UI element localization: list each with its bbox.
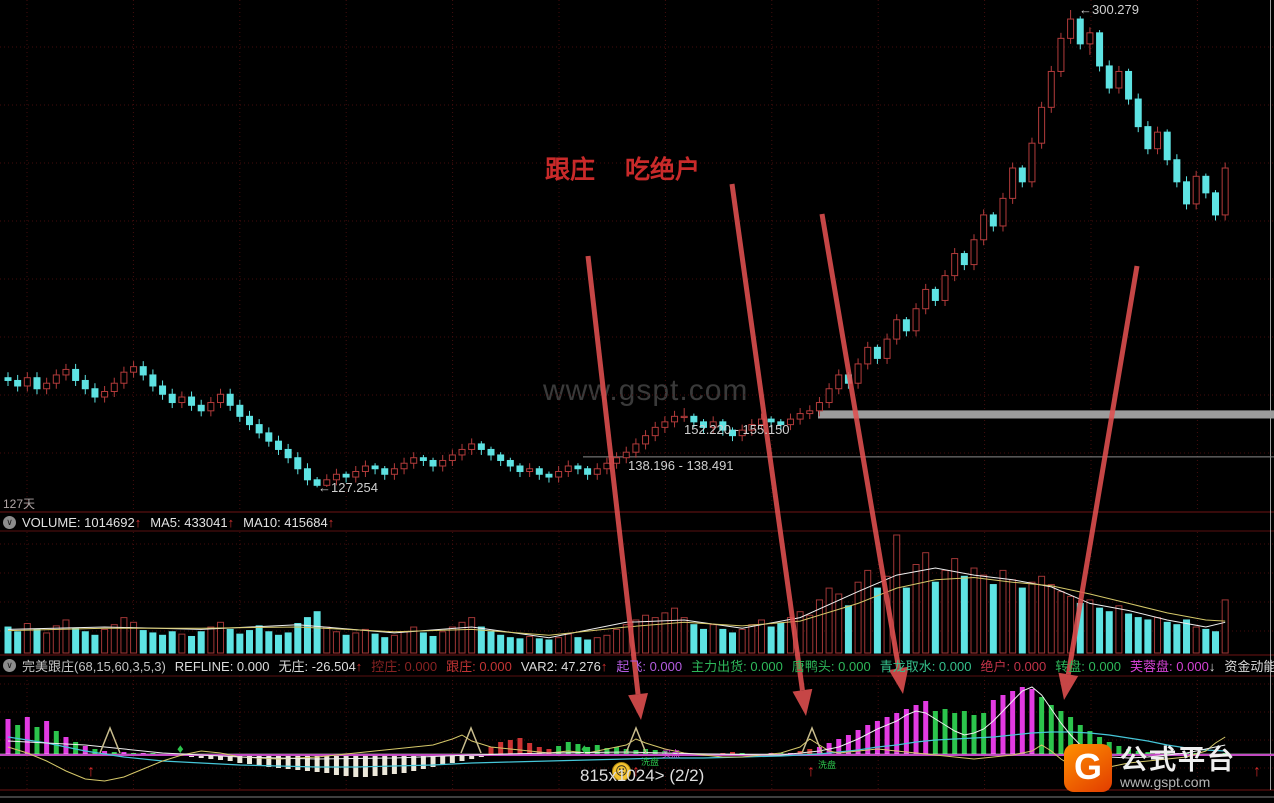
up-arrow-icon: ↑ [327, 514, 335, 530]
statusbar-resolution-text: 815x1024> (2/2) [580, 766, 705, 785]
candlestick-layer [4, 9, 1229, 488]
buy-arrow-icon: ↑ [1253, 763, 1261, 780]
peak-price-callout: ←300.279 [1079, 2, 1139, 17]
volume-field-0: VOLUME: 1014692↑ [22, 514, 142, 530]
logo-url: www.gspt.com [1120, 773, 1211, 790]
indicator-field-0: REFLINE: 0.000 [174, 658, 270, 674]
indicator-field-7: 唐鸭头: 0.000 [791, 658, 871, 674]
gspt-logo[interactable]: G 公式平台 www.gspt.com [1064, 744, 1236, 792]
annotation-text: 跟庄 吃绝户 [545, 150, 700, 186]
gap-low-price-callout: 138.196 - 138.491 [628, 458, 734, 473]
bottom-price-callout: ←127.254 [318, 480, 378, 495]
collapse-indicator-icon[interactable]: ∨ [3, 658, 16, 672]
volume-field-2: MA10: 415684↑ [243, 514, 335, 530]
logo-name: 公式平台 [1120, 745, 1236, 776]
indicator-field-2: 控庄: 0.000 [371, 658, 438, 674]
annotation-arrows [585, 183, 1140, 720]
down-arrow-icon: ↓ [1208, 658, 1216, 674]
indicator-layer [0, 686, 1274, 782]
signal-text: 洗盘 [818, 759, 836, 770]
indicator-values: REFLINE: 0.000 无庄: -26.504↑ 控庄: 0.000 跟庄: 0… [175, 656, 1274, 675]
buy-arrow-icon: ↑ [87, 763, 95, 780]
indicator-field-8: 青龙取水: 0.000 [879, 658, 972, 674]
triangle-marker-icon [460, 725, 482, 754]
volume-pane[interactable] [0, 532, 1274, 654]
indicator-field-4: VAR2: 47.276↑ [520, 658, 608, 674]
watermark: www.gspt.com [543, 374, 749, 407]
indicator-field-6: 主力出货: 0.000 [691, 658, 783, 674]
indicator-field-12: 资金动能A: 8.739↑ [1224, 658, 1274, 674]
collapse-volume-icon[interactable]: ∨ [3, 515, 16, 529]
indicator-field-11: 芙蓉盘: 0.000↓ [1130, 658, 1216, 674]
indicator-field-5: 起飞: 0.000 [616, 658, 683, 674]
indicator-field-9: 绝户: 0.000 [980, 658, 1047, 674]
up-arrow-icon: ↑ [600, 658, 608, 674]
days-count-label: 127天 [3, 497, 36, 511]
indicator-field-10: 转盘: 0.000 [1055, 658, 1122, 674]
triangle-marker-icon [625, 725, 647, 754]
annotation-word-2: 吃绝户 [625, 156, 701, 184]
volume-bars-layer [4, 534, 1229, 654]
buy-arrow-icon: ↑ [632, 763, 640, 780]
signal-text: 洗盘 [641, 756, 659, 767]
logo-g-icon: G [1064, 744, 1112, 792]
indicator-field-1: 无庄: -26.504↑ [278, 658, 363, 674]
indicator-header-bar: ∨ 完美跟庄(68,15,60,3,5,3) REFLINE: 0.000 无庄:… [0, 655, 1274, 675]
gap-high-price-callout: 152.220 - 155.150 [684, 422, 790, 437]
annotation-word-1: 跟庄 [545, 156, 596, 184]
volume-header-bar: ∨ VOLUME: 1014692↑ MA5: 433041↑ MA10: 4156… [0, 512, 1274, 532]
up-arrow-icon: ↑ [355, 658, 363, 674]
up-arrow-icon: ↑ [134, 514, 142, 530]
candlestick-pane[interactable] [0, 0, 1274, 511]
volume-field-1: MA5: 433041↑ [150, 514, 235, 530]
volume-values: VOLUME: 1014692↑ MA5: 433041↑ MA10: 415684… [22, 515, 343, 530]
indicator-field-3: 跟庄: 0.000 [446, 658, 512, 674]
diamond-marker-icon: ♦ [177, 741, 184, 756]
triangle-marker-icon [801, 725, 823, 754]
diamond-marker-icon: ♦ [581, 741, 588, 756]
signal-text: 买点 [662, 749, 680, 759]
triangle-marker-icon [99, 725, 121, 754]
buy-arrow-icon: ↑ [807, 763, 815, 780]
indicator-title: 完美跟庄(68,15,60,3,5,3) [22, 658, 166, 674]
price-level-marks [583, 410, 1274, 458]
up-arrow-icon: ↑ [227, 514, 235, 530]
sad-emoji-icon: ☹ [612, 762, 631, 781]
